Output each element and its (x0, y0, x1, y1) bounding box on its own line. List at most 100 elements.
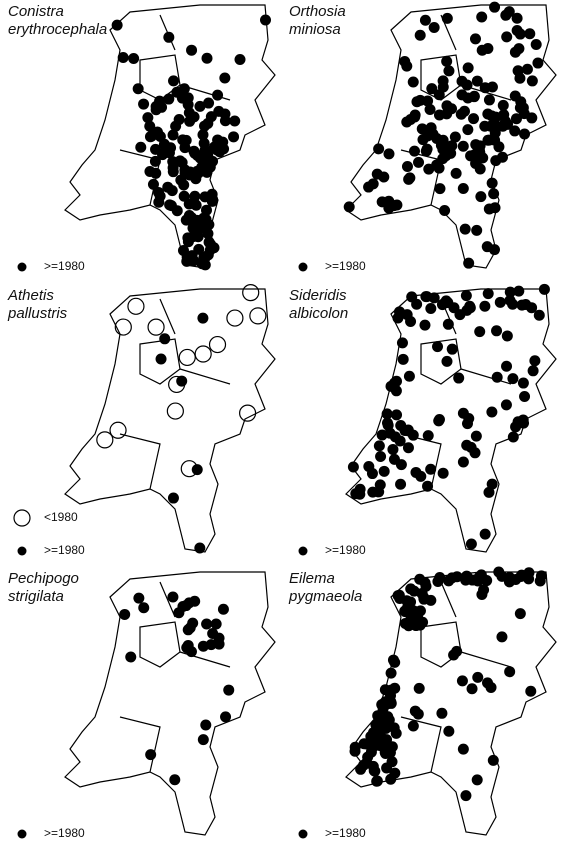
record (459, 223, 471, 235)
record (517, 377, 529, 389)
record (163, 93, 175, 105)
record (210, 618, 222, 630)
record (487, 754, 499, 766)
record (150, 101, 162, 113)
record (202, 118, 214, 130)
record (441, 55, 453, 67)
record (223, 684, 235, 696)
record (173, 607, 185, 619)
record (479, 528, 491, 540)
legend-label: >=1980 (44, 826, 85, 840)
record (518, 108, 530, 120)
record (468, 113, 480, 125)
record (167, 129, 179, 141)
record-old (226, 309, 244, 327)
record (396, 337, 408, 349)
record (507, 298, 519, 310)
record (425, 463, 437, 475)
record (509, 125, 521, 137)
record (425, 303, 437, 315)
record (170, 120, 182, 132)
record (498, 109, 510, 121)
record (483, 486, 495, 498)
record (133, 592, 145, 604)
record (179, 142, 191, 154)
record (381, 408, 393, 420)
record (489, 127, 501, 139)
record (149, 155, 161, 167)
record (397, 353, 409, 365)
record (514, 608, 526, 620)
record (178, 83, 190, 95)
species-name: pygmaeola (288, 588, 362, 605)
record (421, 291, 433, 303)
record (479, 120, 491, 132)
record (426, 83, 438, 95)
record (378, 171, 390, 183)
record (448, 649, 460, 661)
record (474, 326, 486, 338)
legend-symbol (298, 829, 308, 839)
record (343, 201, 355, 213)
record (372, 710, 384, 722)
record (457, 456, 469, 468)
record (385, 690, 397, 702)
record (189, 147, 201, 159)
record (514, 28, 526, 40)
record (526, 75, 538, 87)
record-old (127, 297, 145, 315)
record (395, 478, 407, 490)
record (504, 572, 516, 584)
record (416, 588, 428, 600)
record (538, 283, 550, 295)
species-name: Orthosia (289, 3, 346, 20)
record (164, 199, 176, 211)
record (220, 711, 232, 723)
legend-symbol (17, 829, 27, 839)
record (385, 773, 397, 785)
record (407, 720, 419, 732)
record (471, 224, 483, 236)
record (212, 89, 224, 101)
record (376, 429, 388, 441)
record (404, 172, 416, 184)
record (465, 538, 477, 550)
record (516, 299, 528, 311)
record (462, 124, 474, 136)
record (479, 300, 491, 312)
record (378, 465, 390, 477)
record (456, 675, 468, 687)
lake-outline (139, 621, 181, 668)
record (419, 319, 431, 331)
record (414, 619, 426, 631)
record (388, 200, 400, 212)
record (457, 140, 469, 152)
province-border (400, 581, 512, 773)
legend-label: >=1980 (44, 543, 85, 557)
record (489, 202, 501, 214)
record (203, 219, 215, 231)
record (503, 6, 515, 18)
record (504, 286, 516, 298)
record (470, 430, 482, 442)
record (194, 100, 206, 112)
record (457, 182, 469, 194)
legend-symbol (298, 546, 308, 556)
record (389, 431, 401, 443)
record (385, 667, 397, 679)
record (402, 442, 414, 454)
record (443, 725, 455, 737)
legend-label: >=1980 (325, 259, 366, 273)
record (167, 591, 179, 603)
record (482, 677, 494, 689)
record (128, 52, 140, 64)
record (135, 141, 147, 153)
record (486, 478, 498, 490)
record (472, 671, 484, 683)
record (488, 244, 500, 256)
record (354, 483, 366, 495)
record (497, 99, 509, 111)
record (151, 126, 163, 138)
